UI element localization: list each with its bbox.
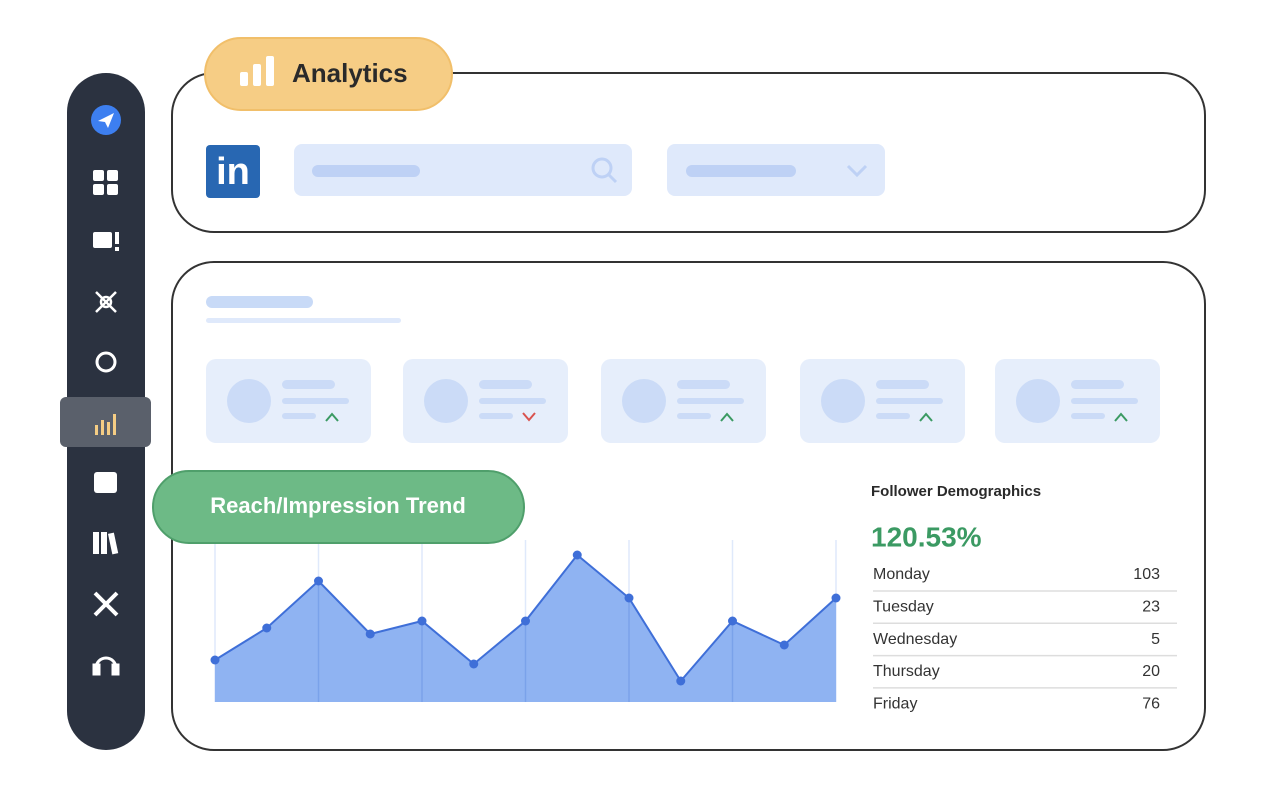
card-line [1071, 380, 1124, 389]
chart-title: Reach/Impression Trend [210, 493, 466, 518]
nav-tools[interactable] [93, 591, 119, 617]
card-line [876, 380, 929, 389]
data-point[interactable] [572, 550, 582, 560]
row-value: 23 [1142, 599, 1160, 616]
skeleton-subtitle [206, 318, 401, 323]
card-line [479, 413, 513, 419]
card-avatar [821, 379, 865, 423]
nav-support[interactable] [92, 656, 120, 676]
data-point[interactable] [365, 629, 375, 639]
row-value: 76 [1142, 695, 1160, 712]
nav-network[interactable] [95, 291, 117, 313]
row-label: Thursday [873, 663, 940, 680]
card-line [876, 398, 943, 404]
card-avatar [622, 379, 666, 423]
search-placeholder [312, 165, 420, 177]
skeleton-title [206, 296, 313, 308]
dropdown-arrow [846, 164, 868, 178]
demographics-title: Follower Demographics [871, 483, 1041, 500]
data-point[interactable] [676, 676, 686, 686]
row-label: Friday [873, 695, 917, 712]
title-icon [240, 56, 274, 86]
search-icon [591, 157, 618, 184]
card-line [479, 398, 546, 404]
sidebar-icons [91, 105, 121, 676]
data-point[interactable] [314, 576, 323, 586]
row-label: Monday [873, 566, 930, 583]
trend-down [522, 412, 536, 422]
card-line [282, 413, 316, 419]
data-point[interactable] [779, 640, 789, 650]
card-avatar [424, 379, 468, 423]
data-point[interactable] [728, 616, 737, 626]
data-point[interactable] [210, 655, 220, 665]
title-pill [204, 37, 453, 111]
card-avatar [1016, 379, 1060, 423]
card-line [677, 413, 711, 419]
linkedin-logo[interactable] [206, 145, 260, 198]
card-line [282, 398, 349, 404]
search-box[interactable] [294, 144, 632, 196]
trend-up [325, 412, 339, 422]
nav-inbox[interactable] [94, 472, 117, 493]
nav-analytics[interactable] [95, 414, 116, 435]
demographics-table: Monday 103 Tuesday 23 Wednesday 5 Thursday 20 Fr… [873, 566, 1177, 712]
card-line [677, 380, 730, 389]
nav-library[interactable] [93, 532, 119, 555]
logo-text: in [216, 151, 250, 193]
row-label: Tuesday [873, 599, 934, 616]
data-point[interactable] [521, 616, 530, 626]
nav-target[interactable] [95, 351, 117, 373]
card-line [1071, 398, 1138, 404]
chart-title-pill [152, 470, 525, 544]
data-point[interactable] [469, 659, 479, 669]
stat-cards [206, 359, 1160, 443]
data-point[interactable] [262, 623, 272, 633]
card-line [282, 380, 335, 389]
area-chart [210, 540, 841, 702]
card-line [1071, 413, 1105, 419]
data-point[interactable] [417, 616, 427, 626]
data-point[interactable] [831, 593, 841, 603]
card-line [677, 398, 744, 404]
demographics-total: 120.53% [871, 521, 982, 552]
card-line [876, 413, 910, 419]
row-value: 20 [1142, 663, 1160, 680]
data-point[interactable] [624, 593, 634, 603]
row-value: 103 [1133, 566, 1160, 583]
trend-up [720, 412, 734, 422]
dropdown-placeholder [686, 165, 796, 177]
card-avatar [227, 379, 271, 423]
trend-up [1114, 412, 1128, 422]
nav-dashboard[interactable] [93, 170, 118, 195]
row-label: Wednesday [873, 631, 957, 648]
card-line [479, 380, 532, 389]
sidebar-active [60, 397, 151, 447]
page-title: Analytics [292, 58, 408, 88]
row-value: 5 [1151, 631, 1160, 648]
nav-messages[interactable] [93, 232, 119, 251]
trend-up [919, 412, 933, 422]
